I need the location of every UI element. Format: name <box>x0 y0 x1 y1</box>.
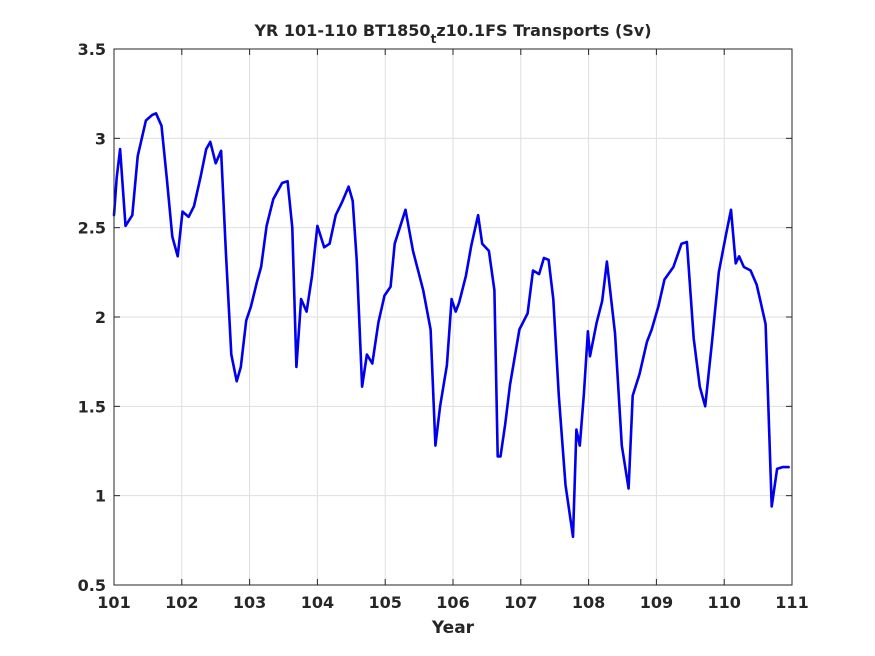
x-tick-label: 111 <box>775 593 808 612</box>
x-tick-label: 108 <box>572 593 605 612</box>
y-tick-label: 1.5 <box>78 397 106 416</box>
x-tick-label: 105 <box>368 593 401 612</box>
y-tick-label: 2.5 <box>78 219 106 238</box>
plot-frame <box>113 48 793 586</box>
tick-labels: 101 102 103 104 105 106 107 108 109 110 111 0.5 1 1.5… <box>78 40 809 612</box>
x-tick-label: 102 <box>165 593 198 612</box>
y-tick-label: 3.5 <box>78 40 106 59</box>
x-tick-label: 101 <box>97 593 130 612</box>
chart-title-suffix: z10.1FS Transports (Sv) <box>436 21 651 40</box>
x-tick-label: 109 <box>640 593 673 612</box>
series-line-1 <box>112 112 790 539</box>
y-tick-label: 0.5 <box>78 576 106 595</box>
y-tick-label: 1 <box>95 487 106 506</box>
x-tick-label: 106 <box>436 593 469 612</box>
chart-title: YR 101-110 BT1850tz10.1FS Transports (Sv… <box>253 21 651 46</box>
x-tick-label: 103 <box>233 593 266 612</box>
y-tick-label: 2 <box>95 308 106 327</box>
x-tick-label: 104 <box>301 593 334 612</box>
series-layer <box>112 112 790 539</box>
x-tick-label: 107 <box>504 593 537 612</box>
x-axis-label: Year <box>431 618 475 638</box>
chart-title-prefix: YR 101-110 BT1850 <box>253 21 430 40</box>
y-tick-label: 3 <box>95 129 106 148</box>
chart-title-subscript: t <box>431 32 437 46</box>
x-tick-label: 110 <box>707 593 740 612</box>
